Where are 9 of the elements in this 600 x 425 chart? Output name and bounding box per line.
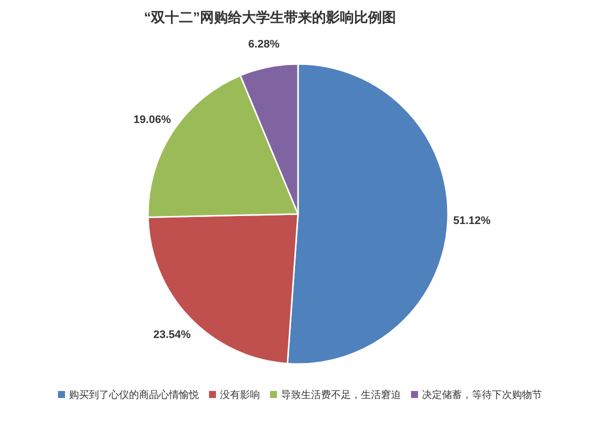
data-label: 23.54%	[153, 328, 191, 341]
data-label: 6.28%	[248, 38, 280, 50]
data-label: 51.12%	[453, 215, 491, 228]
legend-label: 购买到了心仪的商品心情愉悦	[69, 389, 199, 401]
legend-label: 决定储蓄，等待下次购物节	[422, 389, 542, 401]
chart-title: “双十二”网购给大学生带来的影响比例图	[144, 9, 396, 25]
legend-label: 导致生活费不足，生活窘迫	[281, 389, 401, 401]
data-label: 19.06%	[134, 114, 172, 126]
legend-label: 没有影响	[220, 389, 260, 401]
